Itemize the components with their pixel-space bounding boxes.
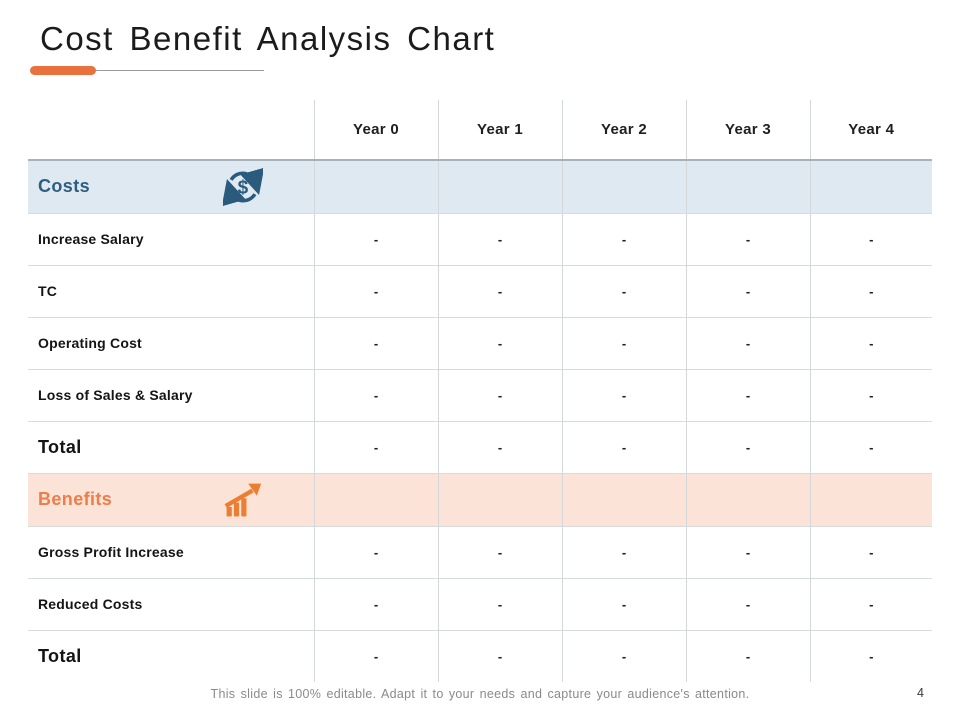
dollar-sync-icon: $ bbox=[222, 167, 264, 207]
cell-value: - bbox=[685, 265, 810, 317]
cell-value: - bbox=[809, 630, 932, 682]
title-underline bbox=[96, 70, 264, 71]
column-header-year2: Year 2 bbox=[561, 100, 686, 160]
cell-value: - bbox=[561, 630, 686, 682]
column-header-year3: Year 3 bbox=[685, 100, 810, 160]
svg-text:$: $ bbox=[238, 177, 249, 198]
table-row-benefits-section: Benefits bbox=[28, 473, 932, 526]
cell-value: - bbox=[561, 265, 686, 317]
row-label: Operating Cost bbox=[38, 335, 142, 351]
benefits-section-cell: Benefits bbox=[28, 473, 314, 526]
costs-section-title: Costs bbox=[38, 176, 91, 197]
column-header-year4: Year 4 bbox=[809, 100, 932, 160]
cell-value: - bbox=[313, 213, 438, 265]
header-empty-cell bbox=[28, 100, 314, 160]
cell-value: - bbox=[313, 265, 438, 317]
growth-arrow-icon bbox=[222, 480, 264, 520]
cell-value: - bbox=[561, 526, 686, 578]
cell-value: - bbox=[809, 213, 932, 265]
table-row-benefits-total: Total - - - - - bbox=[28, 630, 932, 682]
page-number: 4 bbox=[917, 686, 924, 700]
cell-value: - bbox=[809, 578, 932, 630]
cell-value: - bbox=[561, 578, 686, 630]
column-header-year1: Year 1 bbox=[437, 100, 562, 160]
cell-value: - bbox=[437, 317, 562, 369]
cell-value: - bbox=[561, 421, 686, 473]
cell-value: - bbox=[313, 578, 438, 630]
row-label: Total bbox=[38, 645, 82, 666]
cell-value: - bbox=[685, 526, 810, 578]
cell-value: - bbox=[437, 369, 562, 421]
cell-value: - bbox=[685, 369, 810, 421]
row-label: TC bbox=[38, 283, 58, 299]
cell-value: - bbox=[561, 369, 686, 421]
cell-value: - bbox=[685, 630, 810, 682]
cell-value: - bbox=[561, 317, 686, 369]
table-row-gross-profit-increase: Gross Profit Increase - - - - - bbox=[28, 526, 932, 578]
cost-benefit-table: Year 0 Year 1 Year 2 Year 3 Year 4 Costs bbox=[28, 100, 932, 682]
page-title: Cost Benefit Analysis Chart bbox=[40, 20, 496, 57]
table-row-increase-salary: Increase Salary - - - - - bbox=[28, 213, 932, 265]
cell-value: - bbox=[685, 421, 810, 473]
cell-value: - bbox=[437, 630, 562, 682]
benefits-section-title: Benefits bbox=[38, 489, 113, 509]
title-accent-bar bbox=[30, 66, 96, 75]
row-label: Gross Profit Increase bbox=[38, 544, 184, 560]
cell-value: - bbox=[313, 369, 438, 421]
table-row-costs-total: Total - - - - - bbox=[28, 421, 932, 473]
cell-value: - bbox=[561, 213, 686, 265]
costs-section-cell: Costs $ bbox=[28, 160, 314, 213]
cell-value: - bbox=[437, 421, 562, 473]
cell-value: - bbox=[809, 369, 932, 421]
cell-value: - bbox=[437, 578, 562, 630]
row-label: Reduced Costs bbox=[38, 596, 143, 612]
cell-value: - bbox=[685, 317, 810, 369]
table-row-costs-section: Costs $ bbox=[28, 160, 932, 213]
table-row-operating-cost: Operating Cost - - - - - bbox=[28, 317, 932, 369]
table-row-tc: TC - - - - - bbox=[28, 265, 932, 317]
cell-value: - bbox=[313, 317, 438, 369]
table-row-reduced-costs: Reduced Costs - - - - - bbox=[28, 578, 932, 630]
column-header-year0: Year 0 bbox=[313, 100, 438, 160]
cell-value: - bbox=[685, 578, 810, 630]
cell-value: - bbox=[313, 630, 438, 682]
cell-value: - bbox=[437, 526, 562, 578]
row-label: Total bbox=[38, 436, 82, 457]
table-header-row: Year 0 Year 1 Year 2 Year 3 Year 4 bbox=[28, 100, 932, 160]
cell-value: - bbox=[313, 526, 438, 578]
row-label: Loss of Sales & Salary bbox=[38, 387, 193, 403]
cell-value: - bbox=[313, 421, 438, 473]
cell-value: - bbox=[809, 526, 932, 578]
row-label: Increase Salary bbox=[38, 231, 144, 247]
cell-value: - bbox=[437, 265, 562, 317]
cell-value: - bbox=[809, 265, 932, 317]
cell-value: - bbox=[437, 213, 562, 265]
cell-value: - bbox=[809, 317, 932, 369]
table-row-loss-of-sales: Loss of Sales & Salary - - - - - bbox=[28, 369, 932, 421]
cell-value: - bbox=[809, 421, 932, 473]
footer-note: This slide is 100% editable. Adapt it to… bbox=[210, 687, 750, 701]
cell-value: - bbox=[685, 213, 810, 265]
